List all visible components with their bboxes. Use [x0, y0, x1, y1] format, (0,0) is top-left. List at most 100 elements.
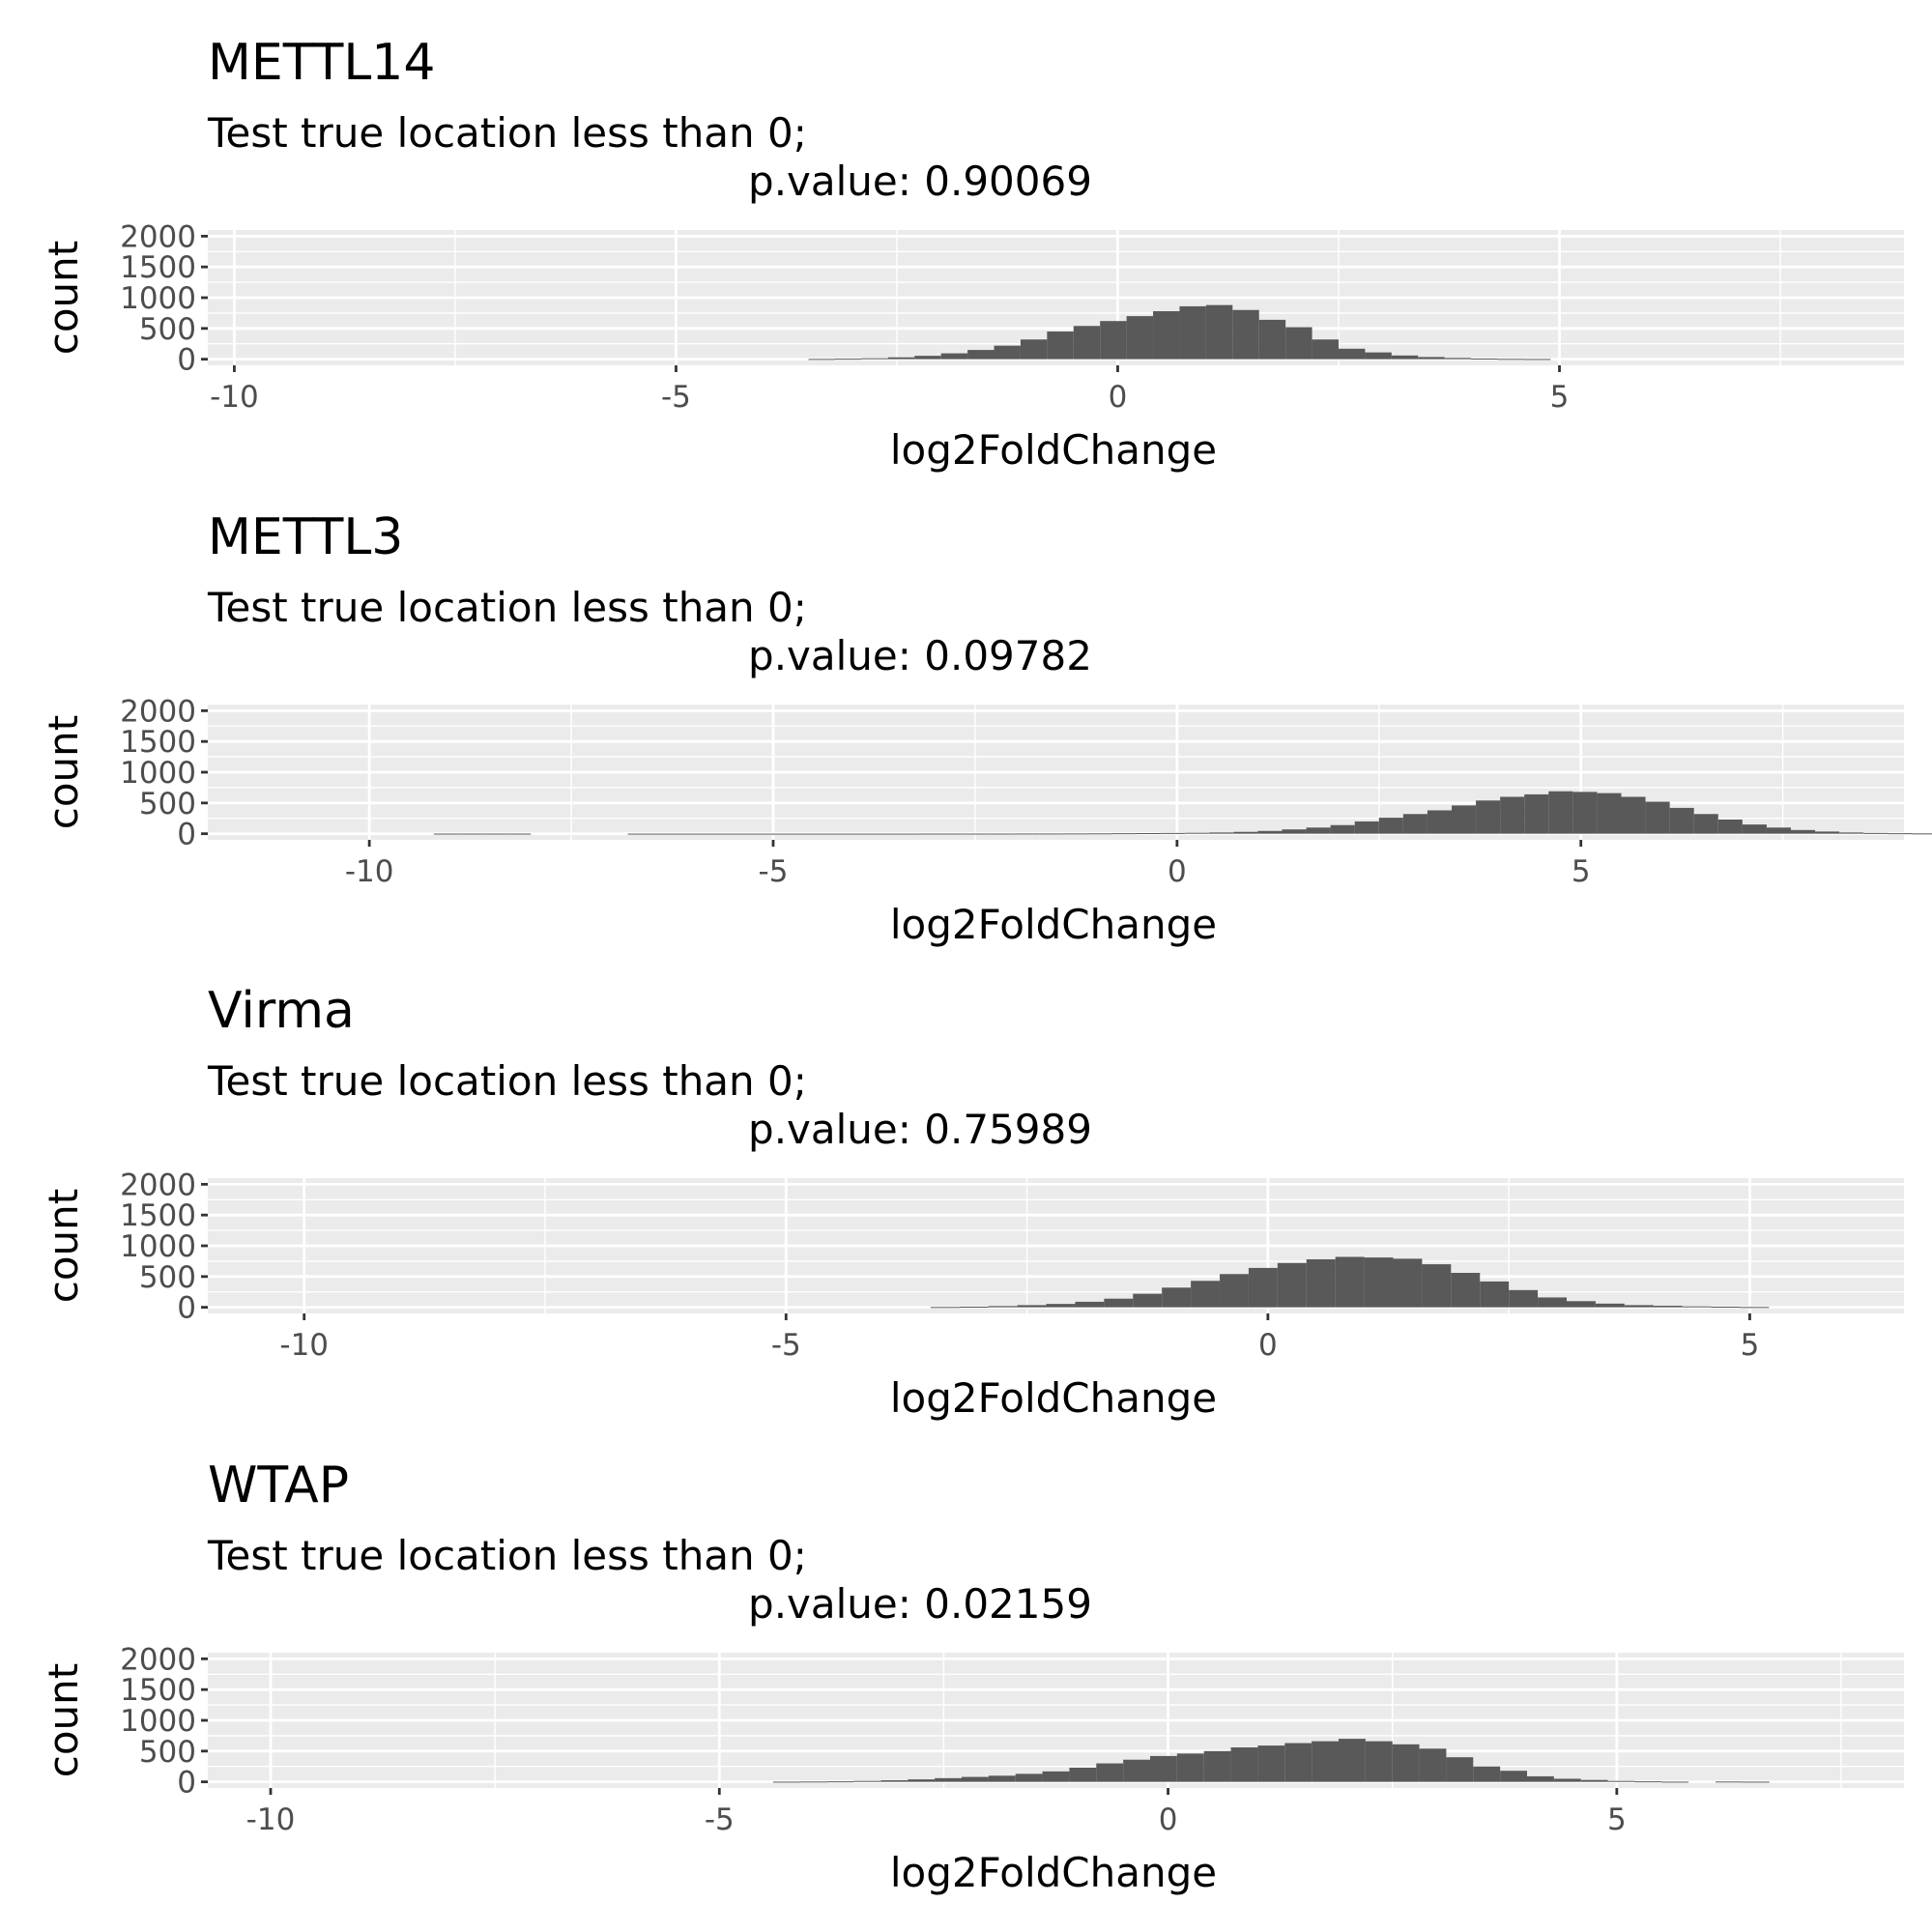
histogram-bar [988, 1306, 1018, 1308]
histogram-bar [1711, 1307, 1741, 1308]
histogram-bar [1645, 801, 1670, 834]
histogram-bar [1179, 305, 1206, 360]
y-tick-label: 500 [139, 1260, 196, 1295]
histogram-bar [1566, 1301, 1596, 1308]
y-tick-label: 2000 [120, 1168, 196, 1202]
histogram-bar [880, 1780, 908, 1782]
x-axis-title: log2FoldChange [890, 426, 1217, 474]
histogram-bar [1815, 831, 1840, 834]
y-tick-label: 1000 [120, 281, 196, 316]
histogram-bar [994, 345, 1021, 360]
histogram-bar [1312, 1741, 1339, 1782]
histogram-bar [1863, 832, 1889, 834]
histogram-bar [797, 833, 822, 835]
histogram-bar [1451, 1273, 1481, 1308]
x-tick-label: 0 [1258, 1328, 1278, 1363]
histogram-bar [1185, 832, 1210, 834]
chart-title: METTL14 [208, 34, 435, 92]
chart-subtitle-line-2: p.value: 0.02159 [748, 1580, 1092, 1628]
histogram-bar [1682, 1306, 1712, 1308]
histogram-bar [1742, 824, 1767, 834]
histogram-bar [988, 1775, 1016, 1782]
histogram-bar [1480, 1281, 1510, 1308]
histogram-bar [1335, 1256, 1365, 1308]
histogram-bar [935, 1777, 962, 1782]
histogram-bar [1888, 833, 1913, 835]
histogram-bar [1717, 820, 1743, 834]
histogram-bar [914, 356, 941, 360]
histogram-bar [1339, 1739, 1366, 1782]
histogram-bar [1509, 1289, 1539, 1308]
histogram-bar [1497, 359, 1524, 360]
histogram-bar [908, 1779, 936, 1782]
histogram-bar [1017, 1305, 1047, 1308]
histogram-bar [1392, 1744, 1420, 1782]
chart-subtitle-line-1: Test true location less than 0; [207, 1532, 807, 1579]
histogram-bar [1039, 833, 1064, 835]
histogram-bar [1339, 348, 1366, 360]
x-tick-label: -10 [345, 854, 394, 889]
x-tick-label: 0 [1168, 854, 1187, 889]
chart-subtitle-line-2: p.value: 0.09782 [748, 632, 1092, 679]
histogram-bar [1572, 792, 1598, 834]
histogram-bar [773, 833, 798, 835]
histogram-bars [434, 791, 1932, 835]
histogram-bar [748, 833, 773, 835]
histogram-bar [1524, 793, 1549, 834]
histogram-bar [458, 833, 483, 835]
x-tick-label: 0 [1109, 380, 1128, 415]
x-axis-title: log2FoldChange [890, 901, 1217, 948]
y-tick-label: 2000 [120, 694, 196, 729]
y-tick-label: 1000 [120, 1704, 196, 1739]
y-axis-title: count [40, 715, 87, 830]
histogram-bar [1580, 1779, 1608, 1782]
histogram-bar [861, 358, 888, 360]
histogram-bar [940, 353, 968, 360]
histogram-bar [1523, 359, 1551, 360]
histogram-bar [826, 1781, 854, 1783]
histogram-bar [1133, 1293, 1163, 1308]
histogram-bar [1427, 810, 1452, 834]
x-axis-title: log2FoldChange [890, 1849, 1217, 1896]
histogram-bar [1123, 1759, 1150, 1782]
histogram-bar [1595, 1303, 1625, 1308]
histogram-bar [1452, 805, 1477, 834]
histogram-bar [1839, 832, 1864, 834]
histogram-bar [1232, 309, 1259, 360]
histogram-bar [1282, 829, 1307, 834]
x-tick-label: 5 [1741, 1328, 1760, 1363]
histogram-bar [1500, 1771, 1527, 1782]
histogram-bar [482, 833, 507, 835]
x-axis: -10 -5 0 5 [279, 1313, 1759, 1363]
histogram-bar [834, 359, 862, 360]
x-tick-label: 5 [1572, 854, 1591, 889]
histogram-bar [1653, 1306, 1683, 1308]
histogram-bar [1046, 1304, 1076, 1308]
histogram-bar [1191, 1281, 1221, 1308]
histogram-bar [1285, 327, 1312, 360]
x-axis-title: log2FoldChange [890, 1374, 1217, 1422]
y-tick-label: 500 [139, 787, 196, 822]
histogram-bar [1104, 1298, 1134, 1308]
histogram-bar [962, 1776, 989, 1782]
x-axis: -10 -5 0 5 [210, 365, 1569, 415]
facet-plot: METTL3 Test true location less than 0; p… [40, 508, 1932, 948]
histogram-bar [1419, 1748, 1447, 1782]
histogram-bars [773, 1739, 1770, 1783]
histogram-bar [1553, 1778, 1581, 1782]
histogram-bar [1912, 833, 1932, 835]
histogram-bar [846, 833, 871, 835]
x-axis: -10 -5 0 5 [246, 1788, 1627, 1837]
y-tick-label: 2000 [120, 219, 196, 254]
histogram-bar [853, 1780, 881, 1782]
y-axis-title: count [40, 1663, 87, 1778]
histogram-bar [1096, 1763, 1124, 1782]
chart-subtitle-line-2: p.value: 0.90069 [748, 158, 1092, 205]
histogram-bar [1100, 321, 1127, 360]
histogram-bar [1742, 1781, 1770, 1783]
gridlines [208, 230, 1904, 365]
histogram-bar [506, 833, 532, 835]
histogram-bar [1740, 1307, 1770, 1309]
